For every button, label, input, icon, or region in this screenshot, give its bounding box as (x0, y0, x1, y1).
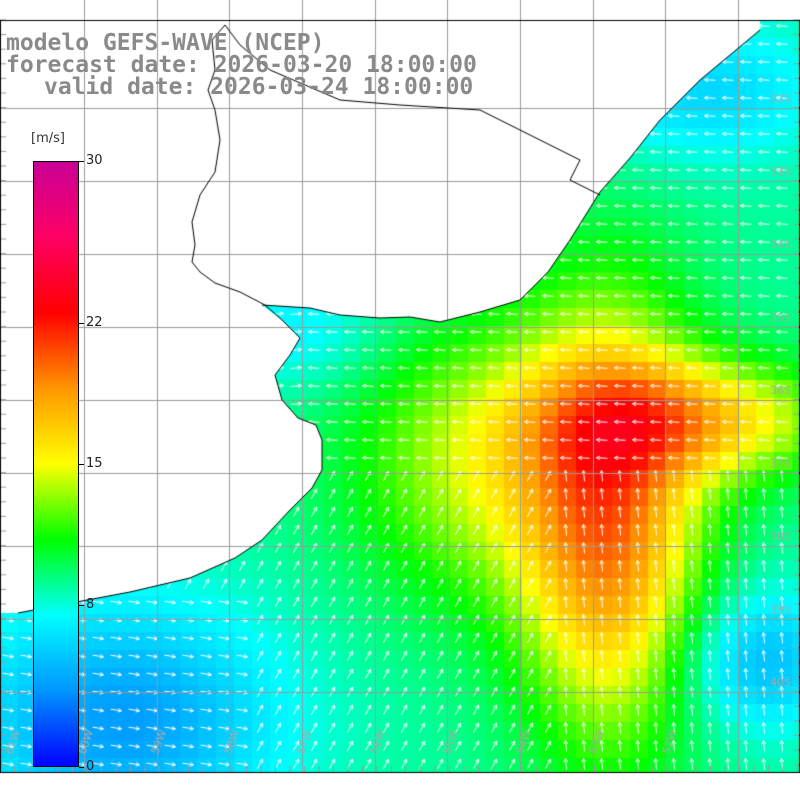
colorbar-tick-label: 15 (86, 456, 103, 471)
colorbar-tick-mark (79, 161, 84, 162)
colorbar-tick-mark (79, 322, 84, 324)
colorbar-tick-mark (79, 767, 84, 768)
colorbar-tick-label: 30 (86, 153, 103, 168)
colorbar-tick-label: 22 (86, 314, 103, 330)
colorbar-tick-label: 8 (86, 597, 95, 613)
colorbar (33, 161, 79, 767)
title-model: modelo GEFS-WAVE (NCEP) (6, 30, 325, 56)
colorbar-tick-label: 0 (86, 759, 95, 774)
colorbar-unit-label: [m/s] (31, 131, 65, 146)
title-forecast-date: forecast date: 2026-03-20 18:00:00 (6, 52, 477, 78)
colorbar-tick-mark (79, 605, 84, 607)
title-valid-date: valid date: 2026-03-24 18:00:00 (44, 74, 474, 100)
colorbar-tick-mark (79, 464, 84, 465)
